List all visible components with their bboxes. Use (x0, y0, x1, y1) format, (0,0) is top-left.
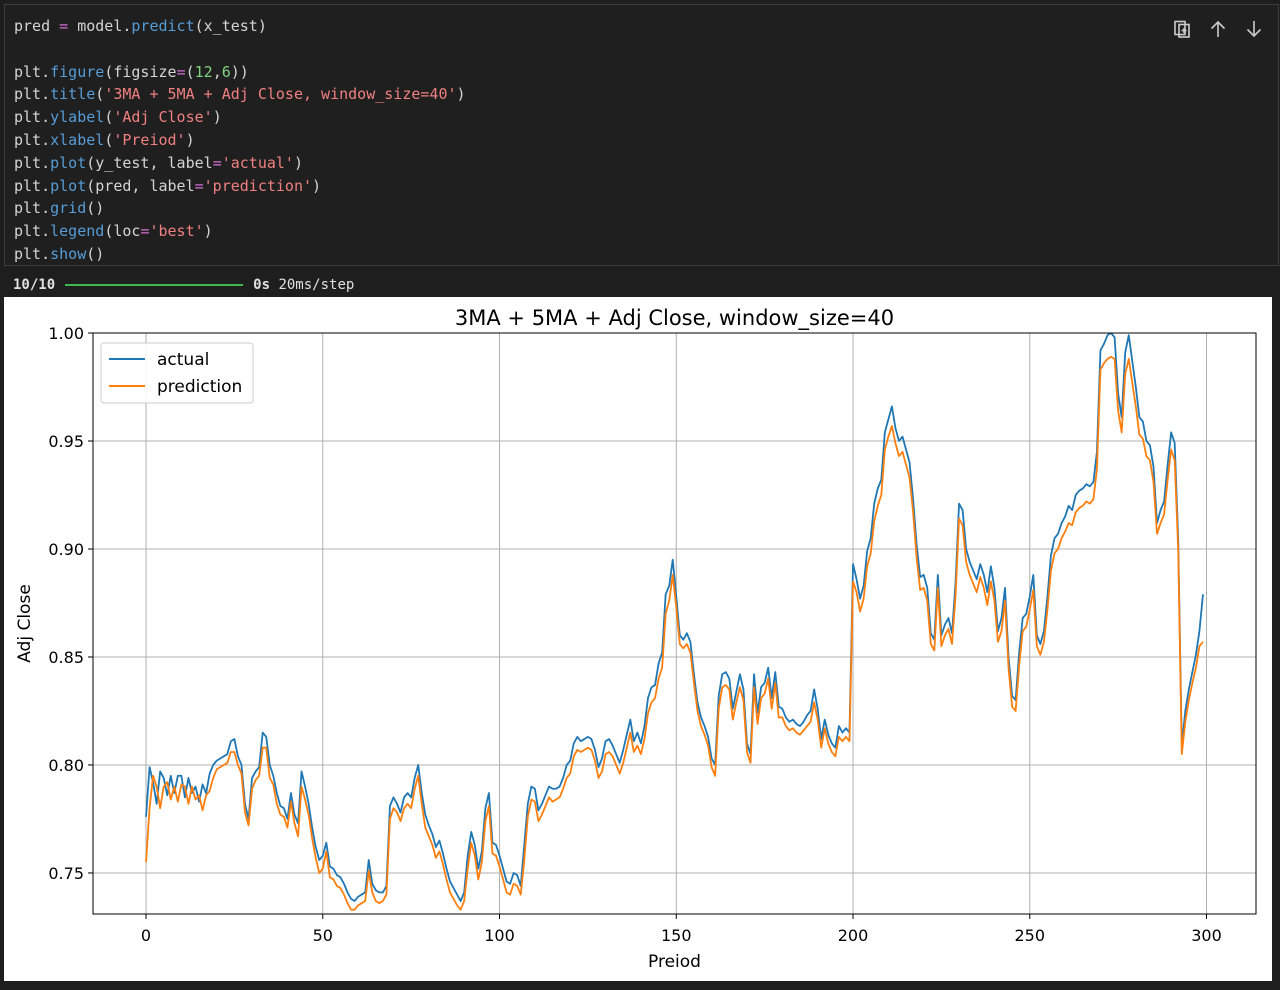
x-tick-label: 0 (141, 926, 151, 945)
code-token: 'Adj Close' (113, 108, 213, 127)
code-token: )) (230, 62, 249, 81)
code-line (14, 38, 466, 61)
copy-icon[interactable] (1168, 15, 1196, 43)
code-token: ylabel (50, 108, 105, 127)
legend-label: actual (157, 350, 209, 370)
code-token: plt. (14, 244, 51, 263)
y-tick-label: 0.80 (48, 756, 84, 775)
y-tick-label: 1.00 (48, 324, 84, 343)
x-tick-label: 50 (313, 926, 333, 945)
chart-title: 3MA + 5MA + Adj Close, window_size=40 (455, 306, 894, 331)
x-tick-label: 150 (661, 926, 692, 945)
code-cell[interactable]: pred = model.predict(x_test) plt.figure(… (4, 4, 1279, 266)
code-line: plt.plot(y_test, label='actual') (14, 152, 466, 175)
plot-output: 0 50 100 150 200 250 300 0.75 0.80 0.85 0.90 0.95 1.… (4, 297, 1272, 981)
x-tick-label: 250 (1014, 926, 1045, 945)
code-line: plt.title('3MA + 5MA + Adj Close, window… (14, 83, 466, 106)
y-tick-label: 0.95 (48, 432, 84, 451)
code-token: 'Preiod' (113, 130, 186, 149)
code-token: ) (212, 108, 222, 127)
code-line: plt.xlabel('Preiod') (14, 129, 466, 152)
code-token: ) (203, 222, 213, 241)
progress-bar (65, 284, 244, 286)
code-token: = (140, 222, 150, 241)
code-token: xlabel (50, 130, 105, 149)
code-token: 12 (194, 62, 213, 81)
code-token: predict (131, 17, 195, 35)
arrow-up-icon[interactable] (1204, 15, 1232, 43)
code-editor[interactable]: pred = model.predict(x_test) plt.figure(… (14, 15, 466, 266)
code-token: model. (68, 17, 132, 35)
y-tick-label: 0.85 (48, 648, 84, 667)
progress-output: 10/10 0s 20ms/step (13, 275, 354, 295)
code-token: ) (456, 85, 466, 104)
x-tick-label: 100 (484, 926, 515, 945)
x-tick-label: 200 (838, 926, 869, 945)
code-token: 'prediction' (203, 176, 313, 195)
code-token: 6 (221, 62, 231, 81)
code-token: (pred, label (86, 176, 195, 195)
code-token: plt. (14, 222, 51, 241)
code-token: () (86, 244, 105, 263)
series-line-prediction (145, 355, 1204, 911)
arrow-down-icon[interactable] (1240, 15, 1268, 43)
code-token: ( (95, 85, 105, 104)
code-token: show (50, 244, 87, 263)
code-line: plt.show() (14, 243, 466, 266)
code-token: plt. (14, 85, 51, 104)
code-token: plt. (14, 108, 51, 127)
plot-frame (92, 332, 1257, 915)
code-token: plot (50, 176, 87, 195)
progress-count: 10/10 (13, 277, 56, 293)
code-token: plt. (14, 199, 51, 218)
code-token: plt. (14, 176, 51, 195)
code-token: 'best' (149, 222, 204, 241)
code-token: pred (14, 17, 60, 35)
code-token: = (176, 62, 186, 81)
code-token: ( (104, 108, 114, 127)
line-chart: 0 50 100 150 200 250 300 0.75 0.80 0.85 0.90 0.95 1.… (15, 306, 1257, 972)
code-token: (x_test) (194, 17, 267, 35)
code-token: ) (293, 153, 303, 172)
code-token: , (212, 62, 222, 81)
code-token: = (59, 17, 69, 35)
code-token: ( (185, 62, 195, 81)
progress-rate: 20ms/step (278, 277, 355, 293)
code-line: plt.plot(pred, label='prediction') (14, 175, 466, 198)
code-line: pred = model.predict(x_test) (14, 15, 466, 38)
y-tick-label: 0.75 (48, 864, 84, 883)
code-token: legend (50, 222, 105, 241)
code-token: plt. (14, 153, 51, 172)
code-token: plt. (14, 62, 51, 81)
code-token: ) (312, 176, 322, 195)
code-token: () (86, 199, 105, 218)
code-token: plt. (14, 130, 51, 149)
code-token: (figsize (104, 62, 177, 81)
code-line: plt.ylabel('Adj Close') (14, 106, 466, 129)
code-token: (y_test, label (86, 153, 213, 172)
code-line: plt.figure(figsize=(12,6)) (14, 61, 466, 84)
code-token: 'actual' (221, 153, 294, 172)
code-token: '3MA + 5MA + Adj Close, window_size=40' (104, 85, 457, 104)
code-token: = (212, 153, 222, 172)
code-token: = (194, 176, 204, 195)
y-axis-label: Adj Close (15, 584, 35, 663)
code-token: plot (50, 153, 87, 172)
code-token: figure (50, 62, 105, 81)
legend-label: prediction (157, 377, 242, 397)
code-line: plt.grid() (14, 197, 466, 220)
code-token: ) (185, 130, 195, 149)
legend: actual prediction (100, 342, 254, 404)
series-line-actual (145, 333, 1204, 902)
code-token: title (50, 85, 96, 104)
cell-toolbar (1168, 15, 1268, 43)
code-token: (loc (104, 222, 141, 241)
code-token: ( (104, 130, 114, 149)
progress-time: 0s (253, 277, 271, 293)
code-line: plt.legend(loc='best') (14, 220, 466, 243)
x-tick-label: 300 (1191, 926, 1222, 945)
y-tick-label: 0.90 (48, 540, 84, 559)
code-token: grid (50, 199, 87, 218)
x-axis-label: Preiod (648, 952, 701, 972)
